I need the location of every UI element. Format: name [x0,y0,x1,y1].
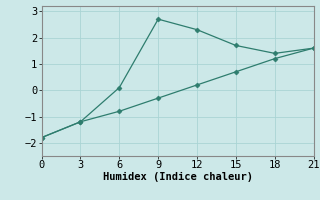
X-axis label: Humidex (Indice chaleur): Humidex (Indice chaleur) [103,172,252,182]
